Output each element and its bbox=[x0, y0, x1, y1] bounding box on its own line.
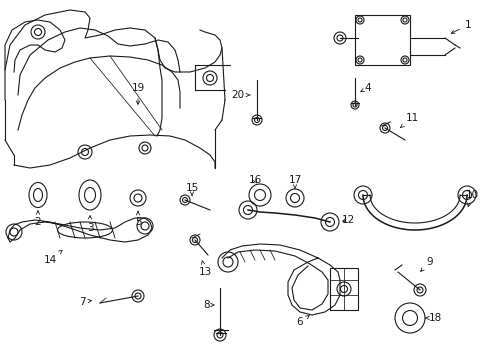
Text: 1: 1 bbox=[450, 20, 470, 33]
Text: 11: 11 bbox=[400, 113, 418, 128]
Text: 15: 15 bbox=[185, 183, 198, 196]
Text: 17: 17 bbox=[288, 175, 301, 188]
Text: 7: 7 bbox=[79, 297, 91, 307]
Text: 5: 5 bbox=[134, 211, 141, 227]
Text: 18: 18 bbox=[425, 313, 441, 323]
Text: 3: 3 bbox=[86, 216, 93, 233]
Text: 16: 16 bbox=[248, 175, 261, 185]
Text: 13: 13 bbox=[198, 261, 211, 277]
Text: 2: 2 bbox=[35, 211, 41, 227]
Text: 19: 19 bbox=[131, 83, 144, 104]
Text: 10: 10 bbox=[465, 190, 478, 207]
Bar bbox=[329, 268, 357, 310]
Text: 6: 6 bbox=[296, 315, 308, 327]
Bar bbox=[354, 15, 409, 65]
Text: 20: 20 bbox=[231, 90, 249, 100]
Text: 4: 4 bbox=[360, 83, 370, 93]
Text: 9: 9 bbox=[420, 257, 432, 271]
Text: 14: 14 bbox=[43, 250, 62, 265]
Text: 8: 8 bbox=[203, 300, 214, 310]
Text: 12: 12 bbox=[341, 215, 354, 225]
